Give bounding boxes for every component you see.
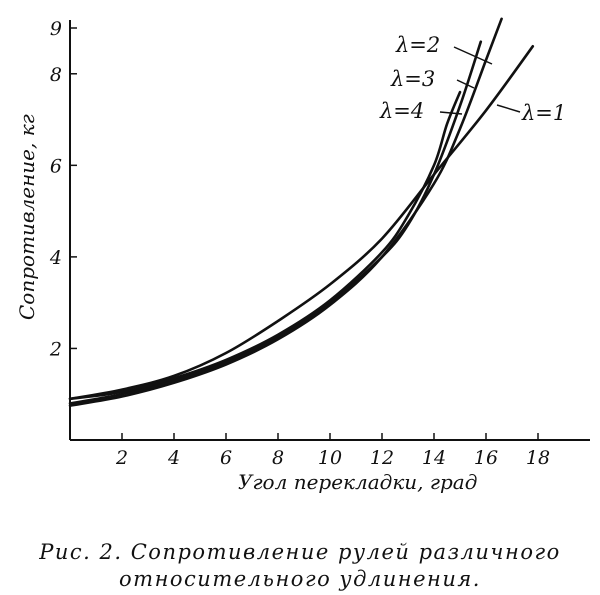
x-tick-label: 8 (272, 447, 284, 469)
x-tick-label: 6 (220, 447, 232, 469)
chart-area: 2 4 6 8 10 12 14 16 18 2 4 6 8 9 λ=1 λ=2 λ=3 λ=4 Угол пе… (15, 17, 590, 494)
curves (68, 17, 535, 407)
series-label-lambda-4: λ=4 (379, 99, 424, 123)
x-tick-label: 4 (167, 447, 180, 469)
x-tick-label: 18 (526, 447, 550, 469)
leader-line-lambda-2 (453, 46, 493, 65)
x-tick-label: 16 (474, 447, 498, 469)
series-line-lambda-3 (68, 40, 483, 405)
y-axis-label: Сопротивление, кг (15, 114, 39, 320)
series-label-lambda-2: λ=2 (395, 33, 440, 57)
y-tick-label: 9 (50, 18, 62, 40)
leader-line-lambda-4 (439, 111, 463, 115)
axes: 2 4 6 8 10 12 14 16 18 2 4 6 8 9 (49, 18, 590, 469)
y-tick-label: 8 (50, 64, 62, 86)
leader-line-lambda-1 (496, 104, 521, 113)
y-tick-label: 6 (50, 155, 62, 177)
x-axis-label: Угол перекладки, град (238, 470, 477, 494)
series-label-lambda-3: λ=3 (390, 67, 435, 91)
series-label-lambda-1: λ=1 (521, 101, 566, 125)
leader-line-lambda-3 (456, 79, 475, 89)
x-tick-label: 10 (318, 447, 342, 469)
y-tick-label: 4 (49, 247, 62, 269)
series-labels: λ=1 λ=2 λ=3 λ=4 (379, 33, 566, 125)
series-line-lambda-1 (68, 45, 535, 401)
series-line-lambda-4 (68, 90, 462, 401)
figure-caption-line-2: относительного удлинения. (119, 567, 481, 591)
figure-caption-line-1: Рис. 2. Сопротивление рулей различного (39, 540, 561, 564)
x-tick-label: 2 (115, 447, 128, 469)
series-line-lambda-2 (68, 17, 503, 407)
x-tick-label: 14 (422, 447, 446, 469)
x-tick-label: 12 (370, 447, 394, 469)
y-tick-label: 2 (49, 338, 62, 360)
